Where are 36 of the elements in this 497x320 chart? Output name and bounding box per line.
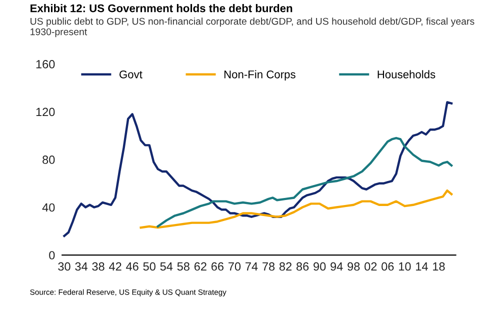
line-series (140, 189, 453, 229)
x-tick-label: 18 (433, 262, 445, 271)
x-tick-label: 06 (382, 262, 394, 271)
x-tick-label: 14 (416, 262, 428, 271)
x-tick-label: 86 (296, 262, 309, 271)
x-tick-label: 82 (279, 262, 292, 271)
y-tick-label: 120 (36, 108, 55, 116)
x-tick-label: 74 (246, 262, 258, 271)
x-tick-label: 66 (211, 262, 224, 271)
legend-label: Households (378, 70, 436, 78)
legend-label: Non-Fin Corps (224, 70, 296, 81)
y-tick-label: 40 (42, 203, 55, 212)
line-series (63, 101, 453, 238)
x-tick-label: 10 (399, 262, 411, 271)
x-tick-label: 58 (177, 262, 190, 271)
x-tick-label: 70 (228, 262, 241, 271)
legend-label: Govt (120, 70, 142, 78)
x-tick-label: 46 (126, 262, 138, 271)
x-tick-label: 02 (364, 262, 377, 271)
x-tick-label: 34 (75, 262, 88, 271)
y-tick-label: 0 (49, 251, 55, 260)
x-tick-label: 42 (109, 262, 122, 271)
x-tick-label: 50 (143, 262, 156, 271)
x-tick-label: 30 (58, 262, 70, 271)
x-tick-label: 90 (314, 262, 326, 271)
x-tick-label: 54 (160, 262, 173, 271)
line-series (156, 136, 453, 228)
chart-title: Exhibit 12: US Government holds the debt burden (30, 4, 292, 12)
x-tick-label: 94 (330, 262, 343, 271)
x-tick-label: 38 (92, 262, 104, 271)
x-tick-label: 98 (348, 262, 360, 271)
chart-subtitle: US public debt to GDP, US non-financial corporate debt/GDP, and US household debt/GDP, fiscal years 1930-present (30, 18, 474, 38)
y-tick-label: 160 (36, 60, 55, 68)
x-tick-label: 78 (262, 262, 275, 271)
y-tick-label: 80 (42, 156, 55, 164)
x-tick-label: 62 (194, 262, 206, 271)
